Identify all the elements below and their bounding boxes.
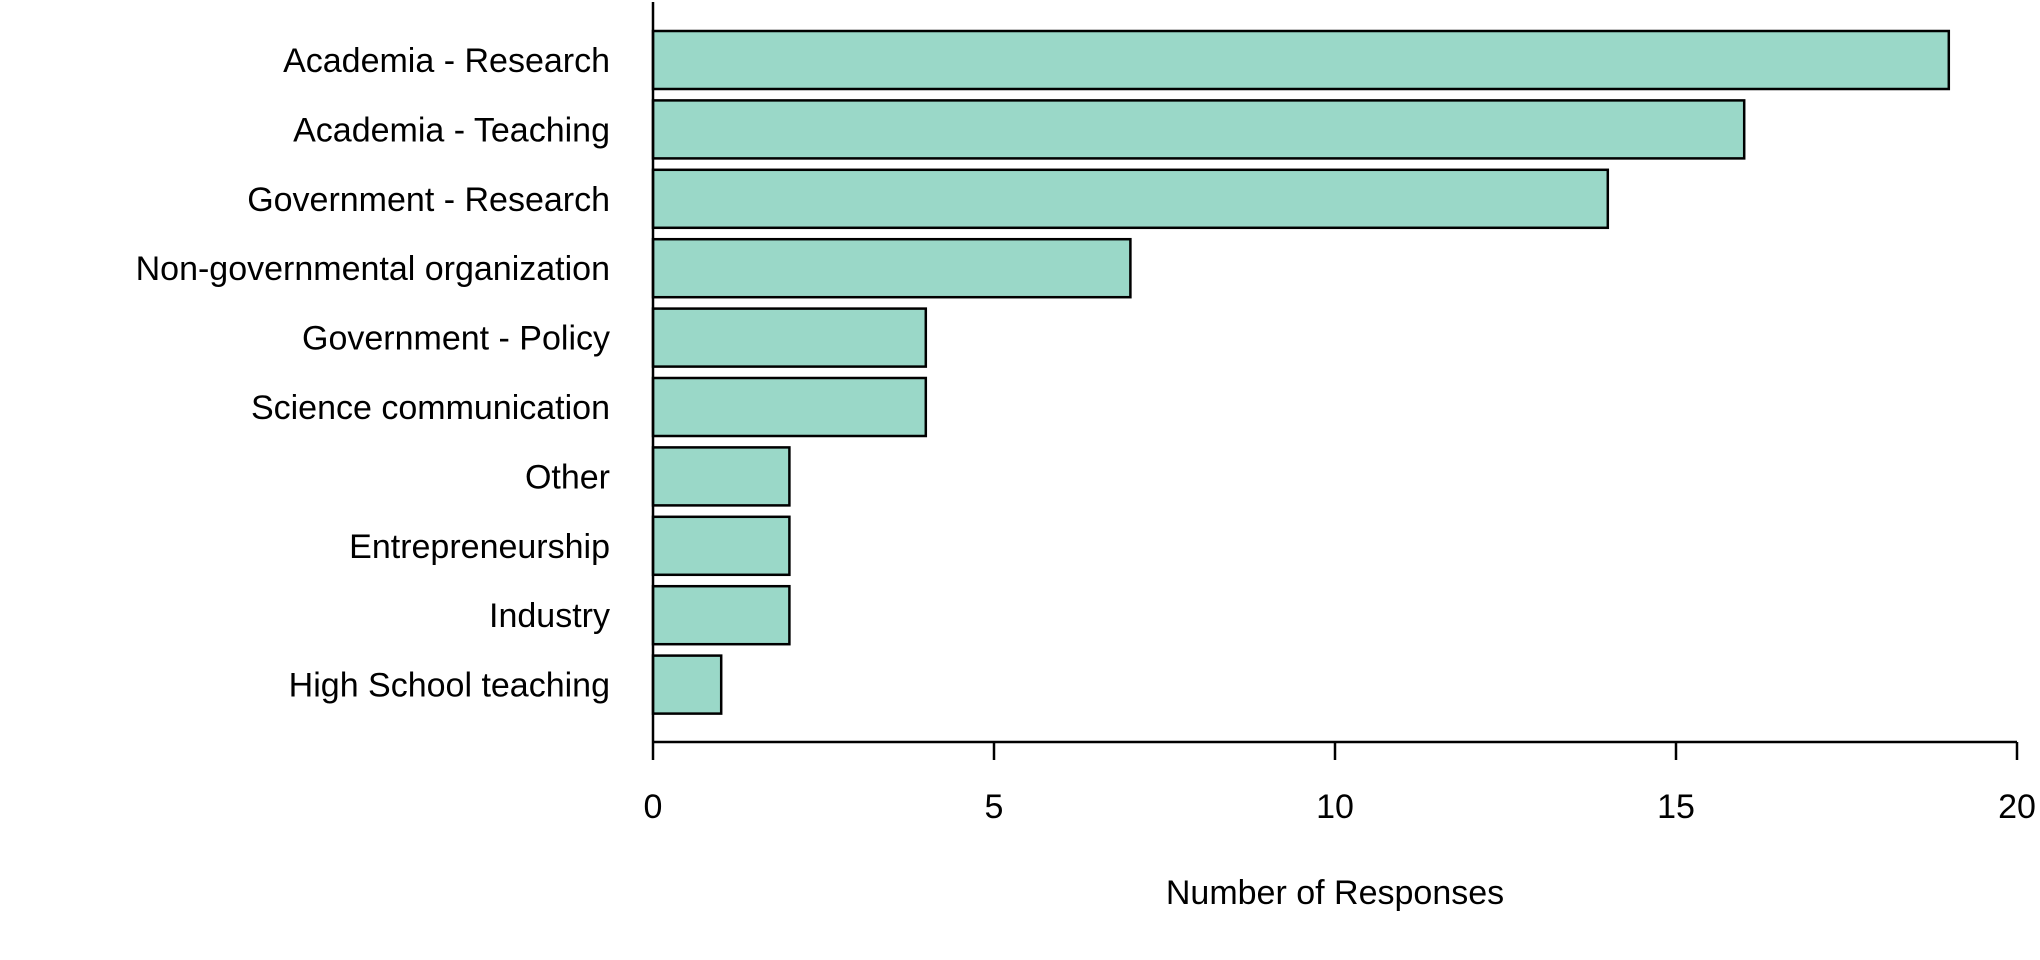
category-label: Science communication [251,389,610,427]
x-tick-label: 5 [985,788,1004,826]
x-tick-label: 0 [644,788,663,826]
bar [651,515,791,577]
category-label: Non-governmental organization [136,250,610,288]
bar [651,584,791,646]
category-labels-group: Academia - Research Academia - Teaching Go… [136,42,610,705]
bar [651,376,928,438]
bar [651,168,1610,230]
x-tick-label: 10 [1316,788,1354,826]
category-label: Other [525,458,610,496]
bar [651,237,1132,299]
bars-group [651,29,1951,715]
bar [651,99,1746,160]
category-label: High School teaching [289,667,610,705]
x-tick-label: 20 [1998,788,2036,826]
x-tick-label: 15 [1657,788,1695,826]
category-label: Government - Policy [302,320,610,358]
bar [651,654,723,715]
x-ticks-group: 0 5 10 15 20 [644,742,2036,826]
category-label: Government - Research [247,181,610,219]
bar [651,446,791,507]
category-label: Academia - Research [283,42,610,80]
bar [651,29,1951,91]
category-label: Industry [489,597,610,635]
category-label: Entrepreneurship [349,528,610,566]
bar [651,307,928,368]
category-label: Academia - Teaching [293,111,610,149]
x-axis-title: Number of Responses [1166,874,1504,912]
